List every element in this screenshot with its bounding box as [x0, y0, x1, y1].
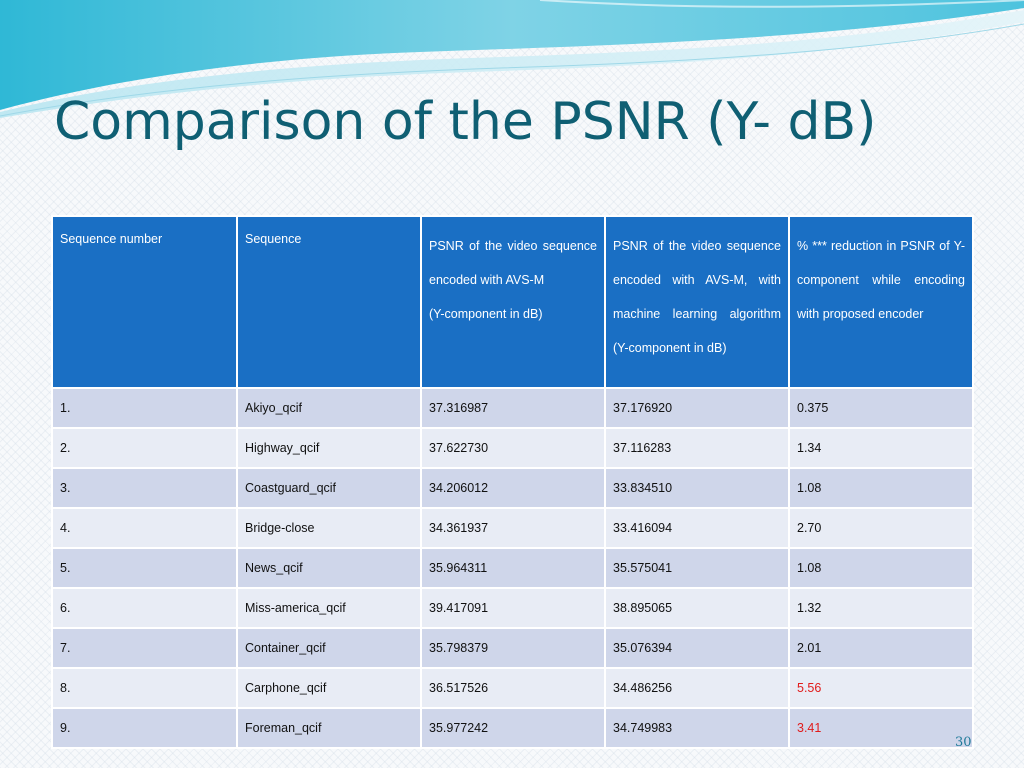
- cell-psnr-ml: 37.116283: [604, 427, 790, 469]
- cell-reduction: 2.01: [788, 627, 974, 669]
- cell-psnr-avsm: 36.517526: [420, 667, 606, 709]
- slide-page-number: 30: [955, 735, 972, 750]
- table-row: 9. Foreman_qcif 35.977242 34.749983 3.41: [51, 707, 974, 749]
- cell-psnr-ml: 34.486256: [604, 667, 790, 709]
- cell-reduction: 0.375: [788, 387, 974, 429]
- cell-sequence: Akiyo_qcif: [236, 387, 422, 429]
- cell-sequence: Carphone_qcif: [236, 667, 422, 709]
- table-row: 7. Container_qcif 35.798379 35.076394 2.…: [51, 627, 974, 669]
- cell-num: 2.: [51, 427, 238, 469]
- cell-sequence: Highway_qcif: [236, 427, 422, 469]
- table-row: 3. Coastguard_qcif 34.206012 33.834510 1…: [51, 467, 974, 509]
- cell-sequence: News_qcif: [236, 547, 422, 589]
- cell-psnr-ml: 38.895065: [604, 587, 790, 629]
- cell-reduction: 2.70: [788, 507, 974, 549]
- header-psnr-avsm-unit: (Y-component in dB): [429, 307, 543, 321]
- cell-num: 1.: [51, 387, 238, 429]
- cell-psnr-avsm: 37.316987: [420, 387, 606, 429]
- cell-psnr-ml: 35.076394: [604, 627, 790, 669]
- table-row: 4. Bridge-close 34.361937 33.416094 2.70: [51, 507, 974, 549]
- cell-reduction-highlighted: 3.41: [788, 707, 974, 749]
- cell-psnr-avsm: 35.964311: [420, 547, 606, 589]
- cell-reduction: 1.08: [788, 547, 974, 589]
- cell-psnr-ml: 37.176920: [604, 387, 790, 429]
- table-header-row: Sequence number Sequence PSNR of the vid…: [51, 215, 974, 389]
- cell-reduction: 1.08: [788, 467, 974, 509]
- cell-num: 7.: [51, 627, 238, 669]
- header-reduction: % *** reduction in PSNR of Y-component w…: [788, 215, 974, 389]
- slide-title: Comparison of the PSNR (Y- dB): [54, 92, 877, 152]
- cell-psnr-avsm: 34.206012: [420, 467, 606, 509]
- cell-psnr-ml: 35.575041: [604, 547, 790, 589]
- cell-sequence: Coastguard_qcif: [236, 467, 422, 509]
- cell-num: 9.: [51, 707, 238, 749]
- psnr-comparison-table: Sequence number Sequence PSNR of the vid…: [51, 215, 974, 749]
- cell-psnr-ml: 34.749983: [604, 707, 790, 749]
- cell-sequence: Miss-america_qcif: [236, 587, 422, 629]
- table-row: 6. Miss-america_qcif 39.417091 38.895065…: [51, 587, 974, 629]
- table-row: 2. Highway_qcif 37.622730 37.116283 1.34: [51, 427, 974, 469]
- cell-reduction: 1.34: [788, 427, 974, 469]
- header-psnr-ml: PSNR of the video sequence encoded with …: [604, 215, 790, 389]
- cell-sequence: Foreman_qcif: [236, 707, 422, 749]
- cell-sequence: Bridge-close: [236, 507, 422, 549]
- cell-psnr-avsm: 39.417091: [420, 587, 606, 629]
- cell-num: 6.: [51, 587, 238, 629]
- header-sequence: Sequence: [236, 215, 422, 389]
- header-sequence-number: Sequence number: [51, 215, 238, 389]
- cell-psnr-avsm: 35.977242: [420, 707, 606, 749]
- table-row: 5. News_qcif 35.964311 35.575041 1.08: [51, 547, 974, 589]
- header-psnr-avsm: PSNR of the video sequence encoded with …: [420, 215, 606, 389]
- cell-psnr-avsm: 34.361937: [420, 507, 606, 549]
- cell-num: 3.: [51, 467, 238, 509]
- header-psnr-avsm-label: PSNR of the video sequence encoded with …: [429, 239, 597, 287]
- cell-num: 5.: [51, 547, 238, 589]
- cell-psnr-avsm: 35.798379: [420, 627, 606, 669]
- table-row: 8. Carphone_qcif 36.517526 34.486256 5.5…: [51, 667, 974, 709]
- header-wave-decoration: [0, 0, 1024, 118]
- table-row: 1. Akiyo_qcif 37.316987 37.176920 0.375: [51, 387, 974, 429]
- cell-psnr-ml: 33.834510: [604, 467, 790, 509]
- cell-num: 8.: [51, 667, 238, 709]
- cell-reduction: 1.32: [788, 587, 974, 629]
- cell-sequence: Container_qcif: [236, 627, 422, 669]
- cell-psnr-ml: 33.416094: [604, 507, 790, 549]
- cell-psnr-avsm: 37.622730: [420, 427, 606, 469]
- cell-num: 4.: [51, 507, 238, 549]
- cell-reduction-highlighted: 5.56: [788, 667, 974, 709]
